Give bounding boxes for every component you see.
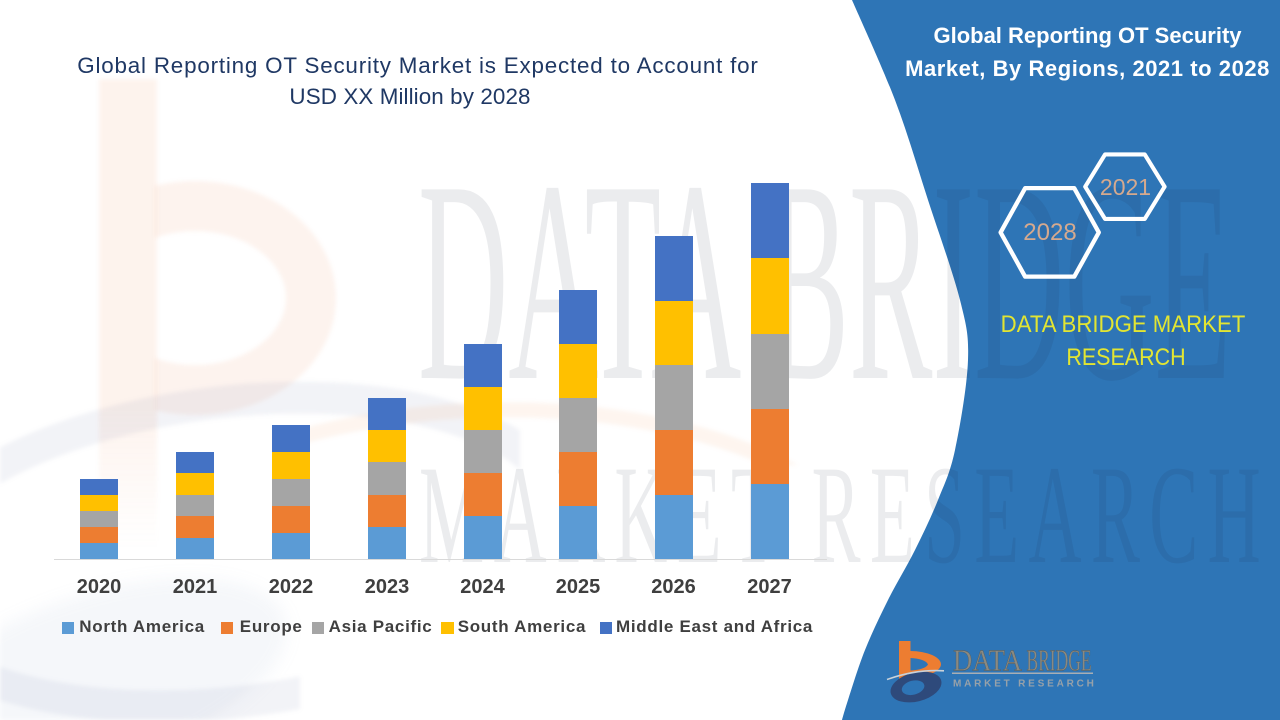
svg-text:BRIDGE: BRIDGE — [1027, 643, 1092, 678]
svg-text:DATA: DATA — [953, 643, 1023, 678]
svg-text:MARKET RESEARCH: MARKET RESEARCH — [953, 679, 1097, 690]
